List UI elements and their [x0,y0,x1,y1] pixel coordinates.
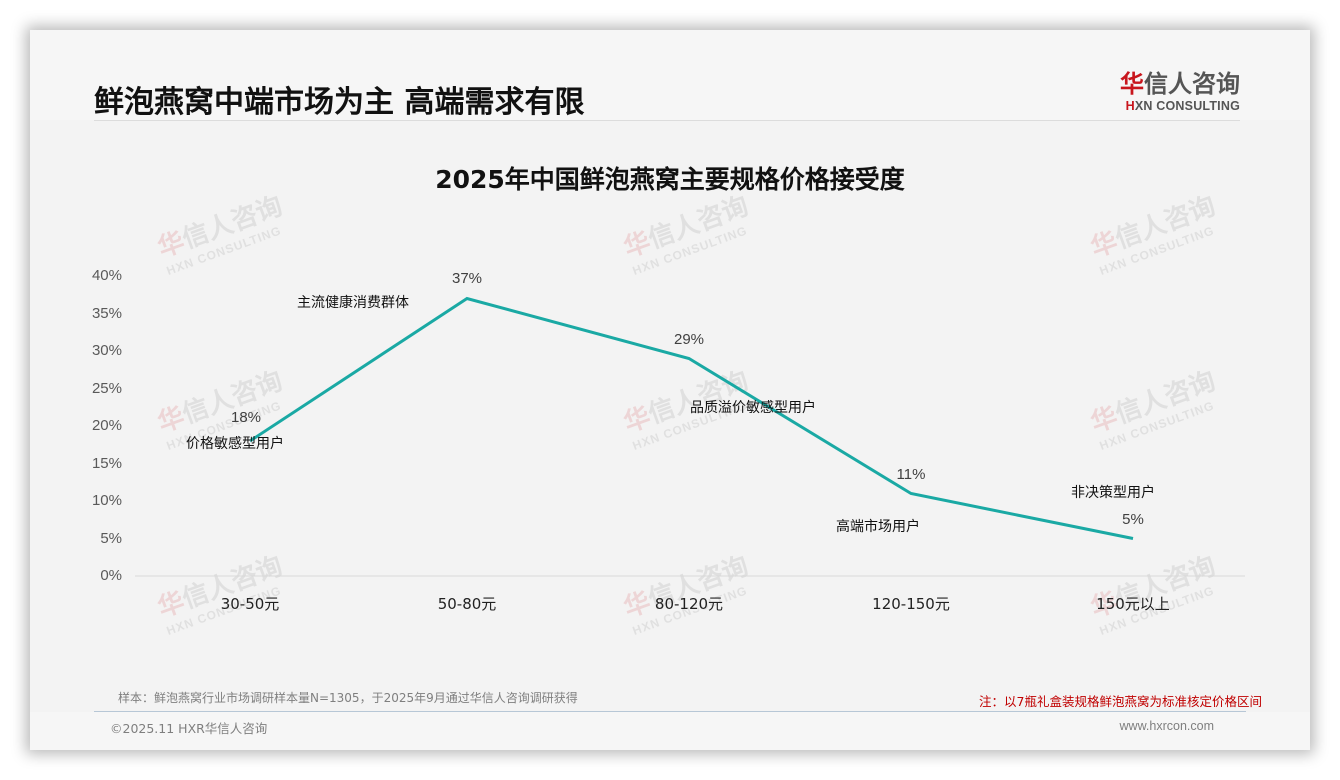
logo-en-mark: H [1125,99,1135,113]
logo-mark: 华 [1120,70,1144,98]
line-chart [135,296,1245,577]
website-link[interactable]: www.hxrcon.com [1119,719,1214,733]
title-divider [94,120,1240,121]
company-logo: 华信人咨询 HXN CONSULTING [1110,64,1240,113]
copyright: ©2025.11 HXR华信人咨询 [110,721,268,736]
y-tick-label: 40% [91,267,122,284]
segment-annotation: 主流健康消费群体 [297,295,409,311]
logo-en-text: XN CONSULTING [1134,99,1240,113]
header-band [30,30,1310,120]
y-tick-label: 0% [100,567,122,584]
y-tick-label: 25% [91,379,122,397]
data-label: 5% [1122,510,1144,528]
logo-english: HXN CONSULTING [1110,99,1240,113]
y-tick-label: 5% [100,529,122,547]
segment-annotation: 高端市场用户 [836,519,920,535]
segment-annotation: 品质溢价敏感型用户 [690,400,816,416]
x-tick-label: 30-50元 [220,595,280,613]
y-tick-label: 30% [91,342,122,359]
y-tick-label: 10% [91,492,122,509]
y-tick-label: 35% [91,304,122,322]
segment-annotation: 非决策型用户 [1071,485,1155,501]
x-tick-label: 50-80元 [437,595,497,613]
page-title: 鲜泡燕窝中端市场为主 高端需求有限 [94,85,585,120]
segment-annotation: 价格敏感型用户 [186,436,284,452]
chart-title: 2025年中国鲜泡燕窝主要规格价格接受度 [435,165,905,194]
y-tick-label: 20% [91,417,122,434]
x-tick-label: 120-150元 [872,595,950,613]
footer-band [30,712,1310,750]
x-tick-label: 80-120元 [654,595,724,613]
logo-text: 信人咨询 [1144,70,1240,98]
footer-divider [94,711,1246,712]
logo-chinese: 华信人咨询 [1110,64,1240,99]
data-label: 37% [451,269,483,287]
x-tick-label: 150元以上 [1096,595,1170,613]
slide: 鲜泡燕窝中端市场为主 高端需求有限 华信人咨询 HXN CONSULTING 华… [30,30,1310,750]
data-label: 29% [673,330,705,348]
data-label: 11% [896,465,926,483]
data-label: 18% [230,409,262,426]
series-line [249,296,1134,540]
sample-note: 样本：鲜泡燕窝行业市场调研样本量N=1305，于2025年9月通过华信人咨询调研… [118,691,578,705]
y-tick-label: 15% [91,454,122,472]
price-note: 注：以7瓶礼盒装规格鲜泡燕窝为标准核定价格区间 [979,694,1262,709]
